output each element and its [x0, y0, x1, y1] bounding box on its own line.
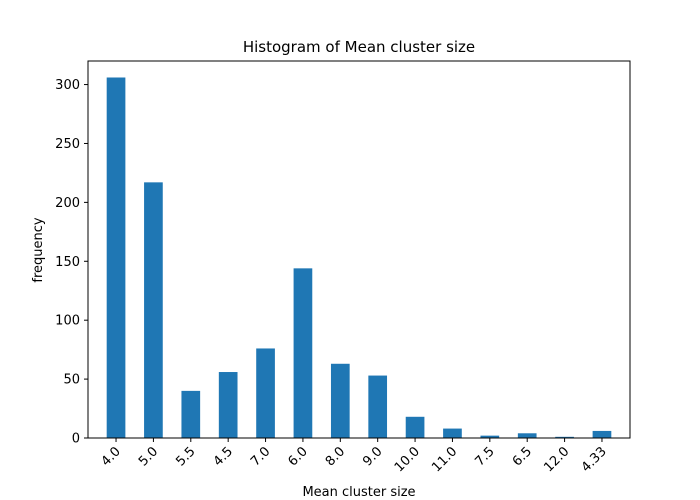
- bar-5.5: [181, 390, 201, 438]
- x-tick-label: 8.0: [323, 444, 348, 469]
- bar-9.0: [368, 375, 388, 438]
- y-tick-label: 100: [55, 314, 80, 329]
- x-tick-label: 12.0: [541, 444, 572, 475]
- y-tick-label: 200: [55, 196, 80, 211]
- x-tick-label: 5.5: [173, 444, 198, 469]
- x-tick-label: 4.33: [579, 444, 610, 475]
- y-tick-label: 250: [55, 137, 80, 152]
- x-tick-label: 7.0: [248, 444, 273, 469]
- y-tick-label: 150: [55, 255, 80, 270]
- x-axis-ticks: 4.0 5.0 5.5 4.5 7.0 6.0 8.0 9.0 10.0 11.0 7.5 6.5 12…: [99, 438, 610, 475]
- y-axis-ticks: 0 50 100 150 200 250 300: [55, 78, 88, 447]
- x-axis-label: Mean cluster size: [302, 485, 415, 500]
- bar-7.5: [480, 435, 500, 438]
- bar-12.0: [555, 436, 574, 438]
- chart-title: Histogram of Mean cluster size: [243, 38, 475, 56]
- bar-4.33: [592, 430, 612, 438]
- y-tick-label: 0: [72, 432, 80, 447]
- bar-6.5: [517, 433, 537, 438]
- bar-8.0: [330, 363, 350, 438]
- x-tick-label: 6.5: [510, 444, 535, 469]
- x-tick-label: 4.0: [99, 444, 124, 469]
- x-tick-label: 10.0: [392, 444, 423, 475]
- bar-6.0: [293, 268, 313, 438]
- y-axis-label: frequency: [31, 217, 46, 283]
- y-tick-label: 300: [55, 78, 80, 93]
- bars-group: [106, 77, 612, 439]
- x-tick-label: 6.0: [286, 444, 311, 469]
- x-tick-label: 7.5: [472, 444, 497, 469]
- x-tick-label: 9.0: [360, 444, 385, 469]
- x-tick-label: 4.5: [211, 444, 236, 469]
- bar-4.5: [218, 372, 238, 438]
- bar-10.0: [405, 416, 425, 438]
- x-tick-label: 5.0: [136, 444, 161, 469]
- bar-4.0: [106, 77, 126, 439]
- bar-5.0: [144, 182, 163, 438]
- x-tick-label: 11.0: [429, 444, 460, 475]
- bar-11.0: [443, 428, 462, 438]
- y-tick-label: 50: [63, 373, 80, 388]
- bar-7.0: [256, 348, 275, 438]
- plot-frame: [87, 60, 631, 439]
